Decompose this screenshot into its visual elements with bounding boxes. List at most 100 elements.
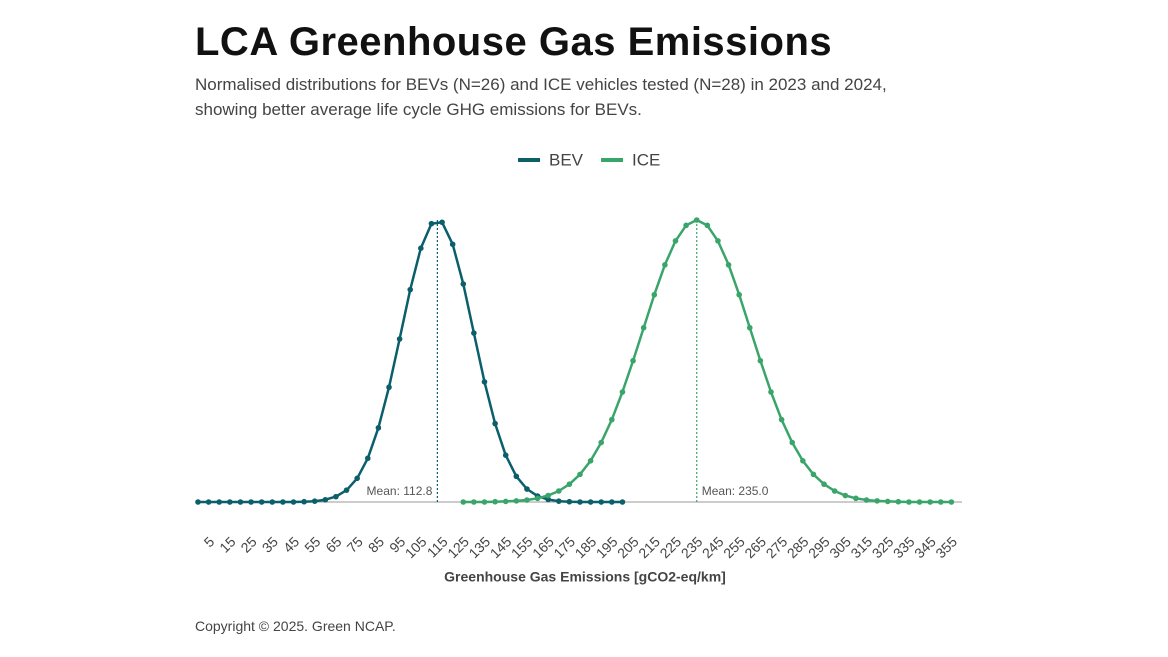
data-point: [821, 481, 827, 488]
data-point: [205, 499, 212, 505]
data-point: [874, 498, 880, 504]
data-point: [640, 324, 647, 331]
data-point: [842, 492, 849, 499]
data-point: [884, 498, 891, 505]
data-point: [492, 498, 498, 505]
footer: Copyright © 2025. Green NCAP.: [195, 618, 396, 634]
data-point: [810, 471, 817, 478]
series-line: [463, 218, 952, 504]
x-tick-label: 85: [365, 533, 387, 555]
data-point: [513, 473, 520, 480]
data-point: [449, 241, 456, 248]
data-point: [311, 498, 318, 504]
data-point: [916, 499, 923, 505]
data-point: [481, 499, 488, 505]
data-point: [789, 439, 796, 446]
data-point: [609, 416, 615, 423]
data-point: [927, 499, 933, 505]
x-axis-label: Greenhouse Gas Emissions [gCO2-eq/km]: [444, 569, 726, 585]
data-point: [863, 497, 870, 503]
data-point: [598, 439, 605, 446]
data-point: [598, 499, 605, 505]
x-tick-label: 35: [259, 533, 281, 555]
x-tick-label: 45: [280, 533, 302, 555]
data-point: [301, 498, 307, 505]
data-point: [354, 475, 360, 482]
data-point: [651, 291, 658, 298]
data-point: [513, 498, 520, 504]
data-point: [662, 262, 668, 268]
data-point: [290, 499, 297, 505]
legend-label: ICE: [632, 150, 660, 169]
data-point: [375, 425, 382, 431]
data-point: [566, 498, 573, 505]
data-point: [195, 499, 201, 505]
data-point: [471, 499, 477, 505]
data-point: [619, 389, 626, 395]
data-point: [577, 471, 583, 478]
data-point: [524, 486, 530, 492]
data-point: [853, 495, 859, 502]
data-point: [439, 219, 445, 226]
data-point: [948, 499, 955, 505]
x-tick-label: 55: [301, 533, 323, 555]
data-point: [566, 481, 573, 488]
data-point: [418, 245, 424, 251]
data-point: [630, 357, 636, 364]
data-point: [778, 416, 785, 423]
data-point: [237, 499, 244, 505]
chart: Greenhouse Gas Emissions [gCO2-eq/km] BE…: [195, 150, 962, 585]
x-tick-label: 355: [932, 533, 960, 561]
data-point: [322, 496, 329, 503]
data-point: [396, 336, 403, 342]
data-point: [619, 499, 626, 505]
data-point: [746, 324, 753, 331]
data-point: [258, 499, 265, 505]
chart-subtitle: Normalised distributions for BEVs (N=26)…: [195, 75, 887, 119]
data-point: [545, 496, 551, 503]
data-point: [937, 499, 944, 505]
data-point: [906, 499, 912, 505]
x-tick-label: 15: [216, 533, 238, 555]
data-point: [248, 499, 254, 505]
x-tick-label: 75: [344, 533, 366, 555]
legend-label: BEV: [549, 150, 584, 169]
data-point: [407, 286, 414, 293]
x-tick-label: 65: [322, 533, 344, 555]
data-point: [895, 498, 902, 505]
x-tick-label: 25: [237, 533, 259, 555]
data-point: [768, 389, 774, 395]
data-point: [555, 498, 562, 504]
data-point: [683, 222, 689, 229]
data-point: [216, 499, 223, 505]
data-point: [333, 493, 339, 500]
data-point: [386, 384, 392, 391]
data-point: [502, 498, 509, 505]
data-point: [736, 291, 742, 298]
data-point: [715, 238, 721, 244]
data-point: [460, 281, 467, 287]
data-point: [280, 499, 286, 505]
data-point: [587, 499, 594, 505]
mean-label: Mean: 112.8: [367, 484, 433, 498]
data-point: [725, 262, 732, 268]
data-point: [672, 238, 679, 244]
data-point: [587, 458, 594, 464]
data-point: [227, 499, 233, 505]
chart-title: LCA Greenhouse Gas Emissions: [195, 20, 833, 64]
data-point: [524, 497, 530, 503]
data-point: [800, 458, 806, 464]
data-point: [545, 492, 551, 499]
data-point: [460, 499, 467, 505]
data-point: [831, 488, 838, 494]
data-point: [704, 222, 711, 229]
data-point: [364, 455, 371, 462]
data-point: [492, 420, 498, 427]
series-line: [198, 221, 623, 504]
data-point: [693, 217, 700, 223]
data-point: [577, 499, 583, 505]
data-point: [534, 495, 541, 502]
x-tick-label: 5: [201, 533, 218, 550]
